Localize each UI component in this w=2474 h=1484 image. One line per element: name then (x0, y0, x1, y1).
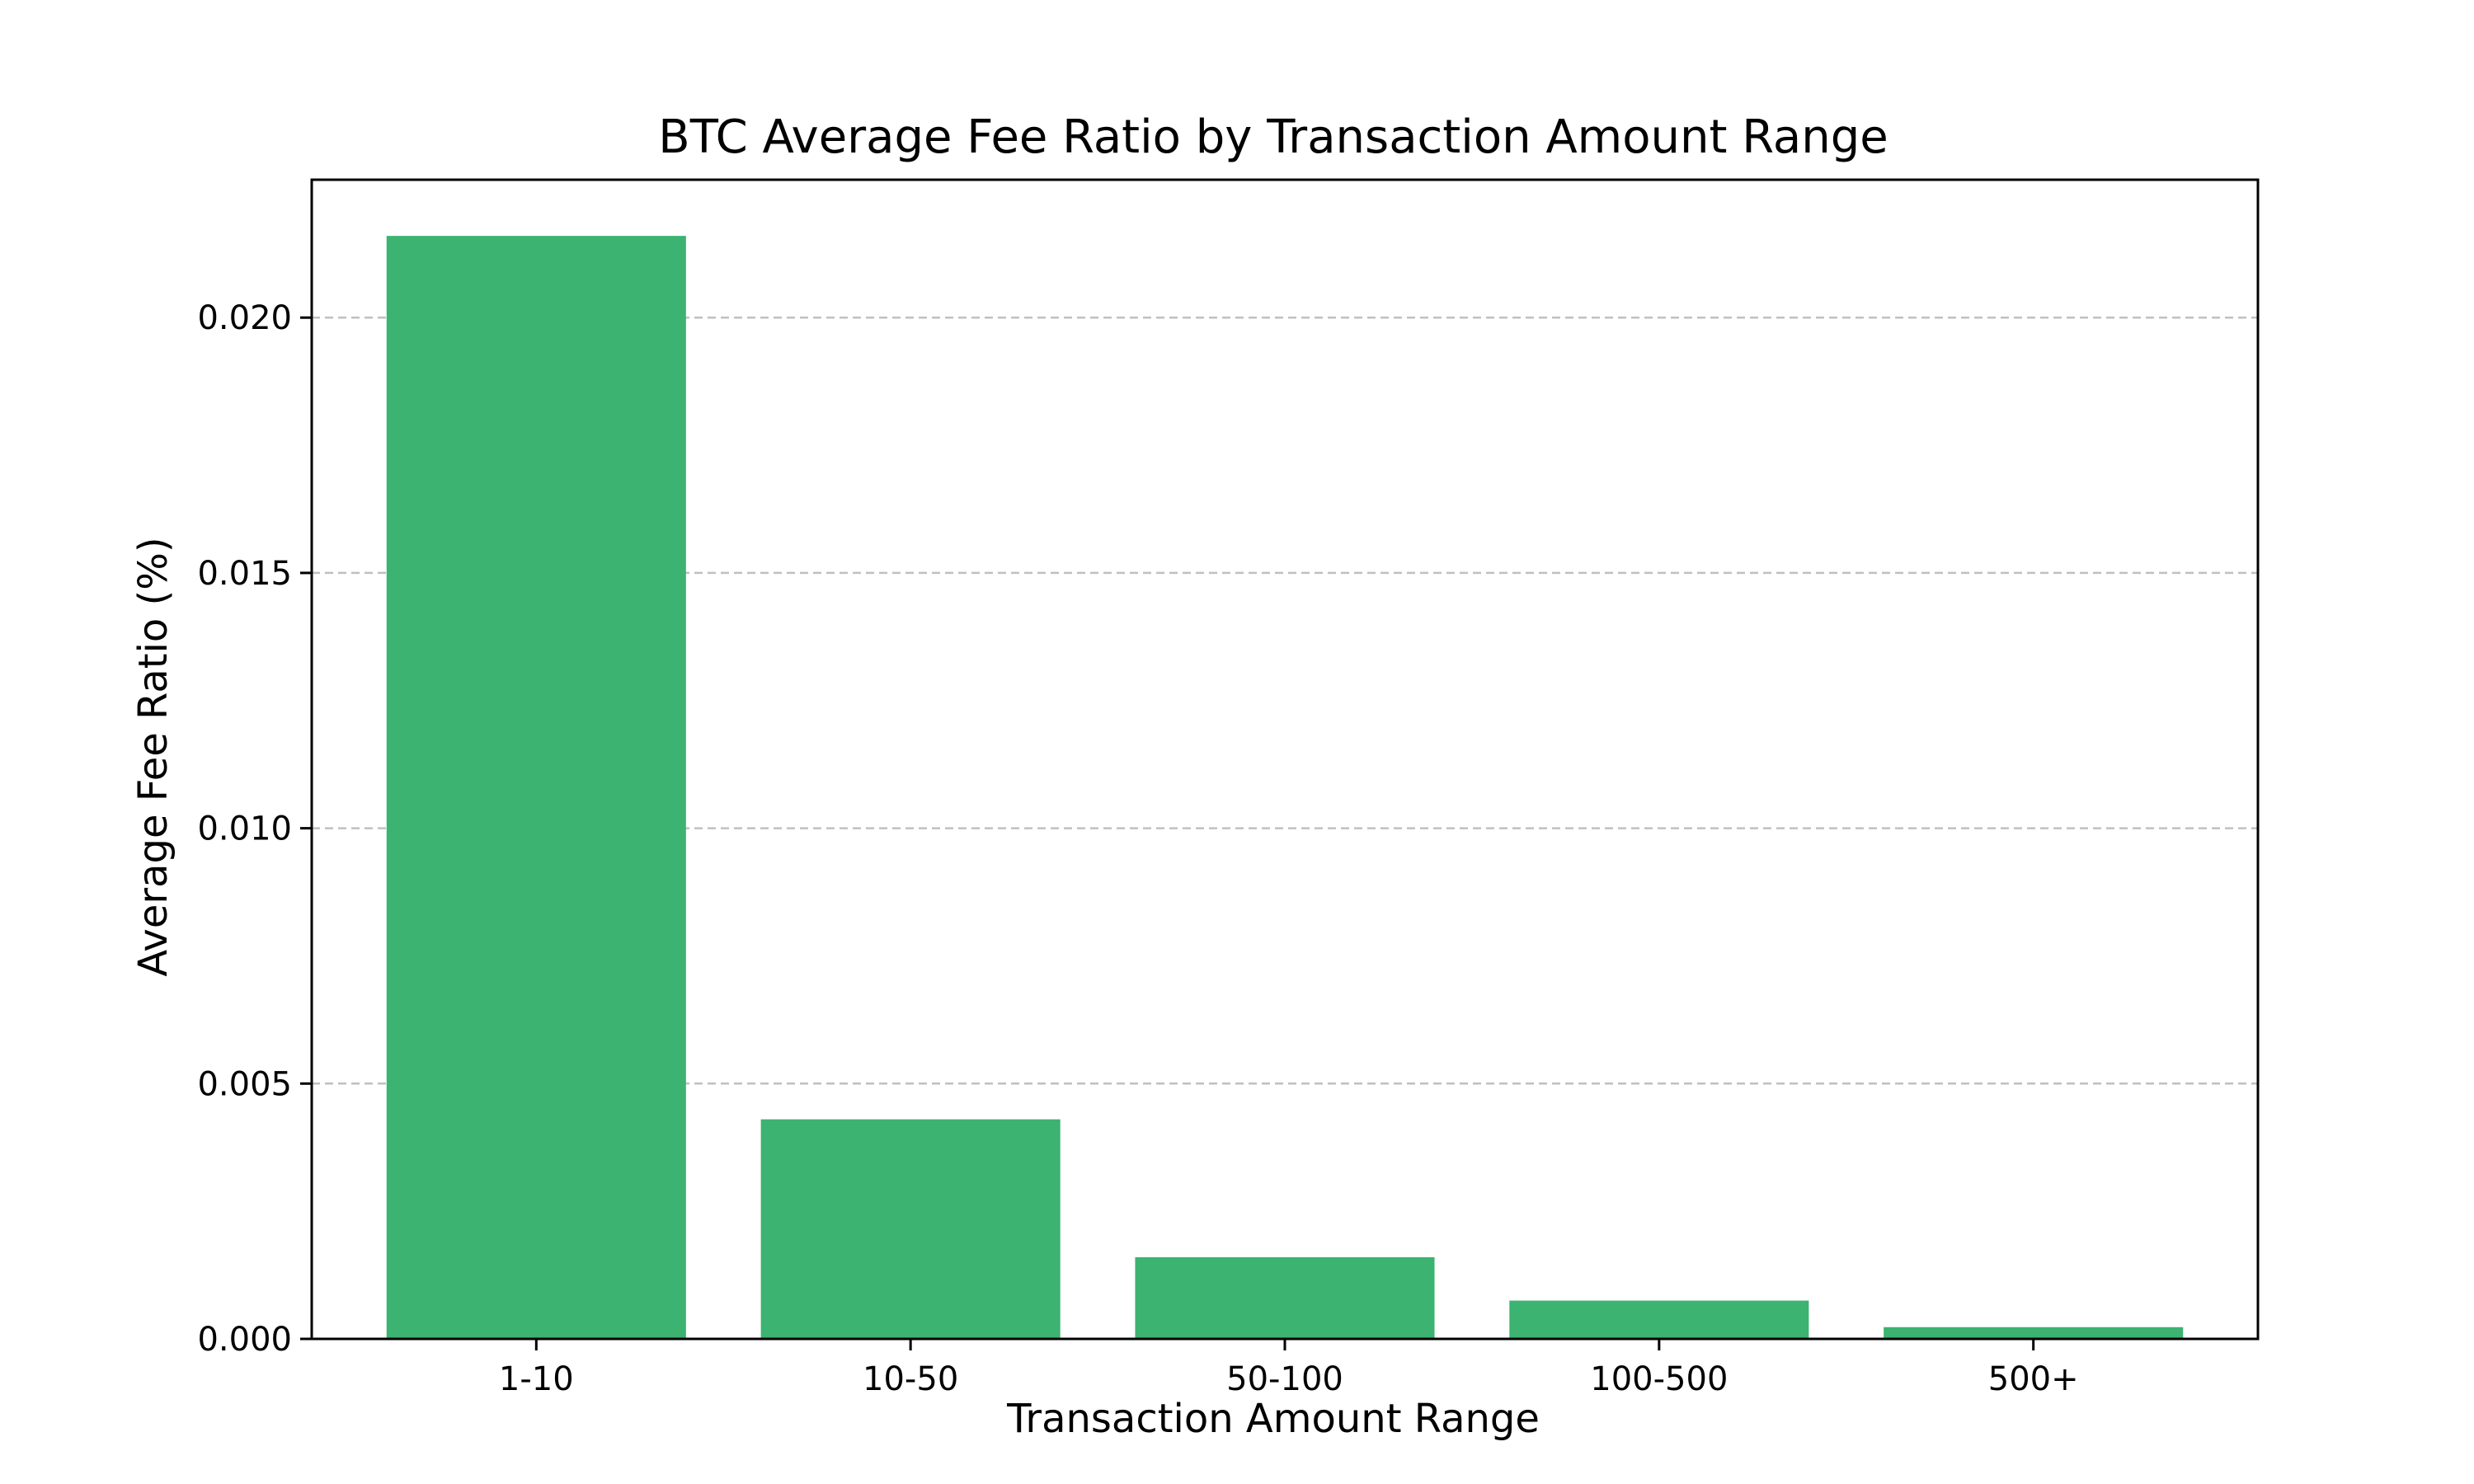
x-tick-label: 100-500 (1590, 1360, 1728, 1398)
bar-50-100 (1135, 1256, 1435, 1339)
bars (386, 236, 2184, 1339)
y-tick-label: 0.000 (197, 1321, 292, 1359)
bar-10-50 (760, 1119, 1061, 1339)
x-tick-label: 500+ (1988, 1360, 2079, 1398)
bar-100-500 (1509, 1300, 1809, 1339)
chart-title: BTC Average Fee Ratio by Transaction Amo… (658, 110, 1888, 164)
y-tick-label: 0.005 (197, 1065, 292, 1103)
x-axis-label: Transaction Amount Range (1006, 1396, 1540, 1442)
x-tick-label: 1-10 (499, 1360, 574, 1398)
bar-500+ (1884, 1327, 2184, 1339)
y-tick-label: 0.010 (197, 810, 292, 848)
bar-1-10 (386, 236, 686, 1339)
y-tick-label: 0.020 (197, 299, 292, 337)
ticks: 0.000 0.005 0.010 0.015 0.020 1-10 10-50 50-100… (197, 299, 2078, 1398)
y-axis-label: Average Fee Ratio (%) (130, 537, 176, 976)
y-tick-label: 0.015 (197, 555, 292, 593)
x-tick-label: 10-50 (863, 1360, 958, 1398)
x-tick-label: 50-100 (1226, 1360, 1343, 1398)
